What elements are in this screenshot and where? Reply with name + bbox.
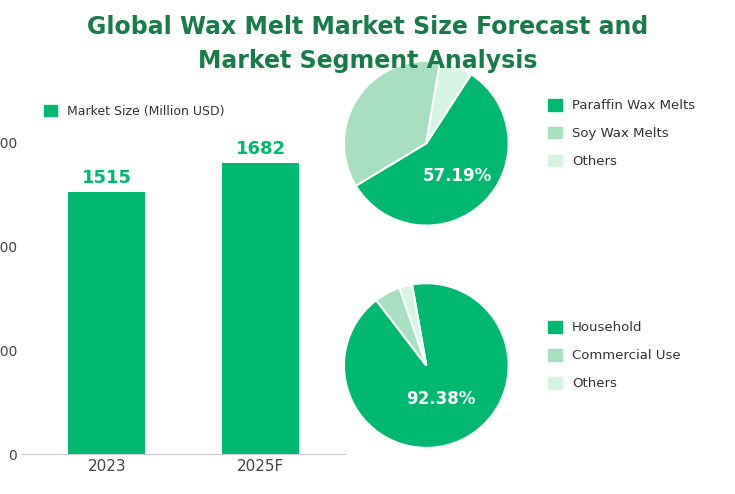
Text: 92.38%: 92.38% xyxy=(406,390,476,409)
Bar xyxy=(68,192,146,454)
Wedge shape xyxy=(344,61,440,186)
Text: 57.19%: 57.19% xyxy=(423,167,492,185)
Wedge shape xyxy=(356,74,509,226)
Text: Market Segment Analysis: Market Segment Analysis xyxy=(198,49,537,74)
Text: 1515: 1515 xyxy=(82,169,132,187)
Legend: Market Size (Million USD): Market Size (Million USD) xyxy=(45,105,224,118)
Legend: Household, Commercial Use, Others: Household, Commercial Use, Others xyxy=(543,316,686,396)
Wedge shape xyxy=(400,285,426,366)
Wedge shape xyxy=(344,283,509,448)
Wedge shape xyxy=(376,288,426,366)
Bar xyxy=(222,163,299,454)
Wedge shape xyxy=(426,62,471,143)
Text: 1682: 1682 xyxy=(236,140,286,158)
Legend: Paraffin Wax Melts, Soy Wax Melts, Others: Paraffin Wax Melts, Soy Wax Melts, Other… xyxy=(543,93,700,173)
Text: Global Wax Melt Market Size Forecast and: Global Wax Melt Market Size Forecast and xyxy=(87,15,648,39)
